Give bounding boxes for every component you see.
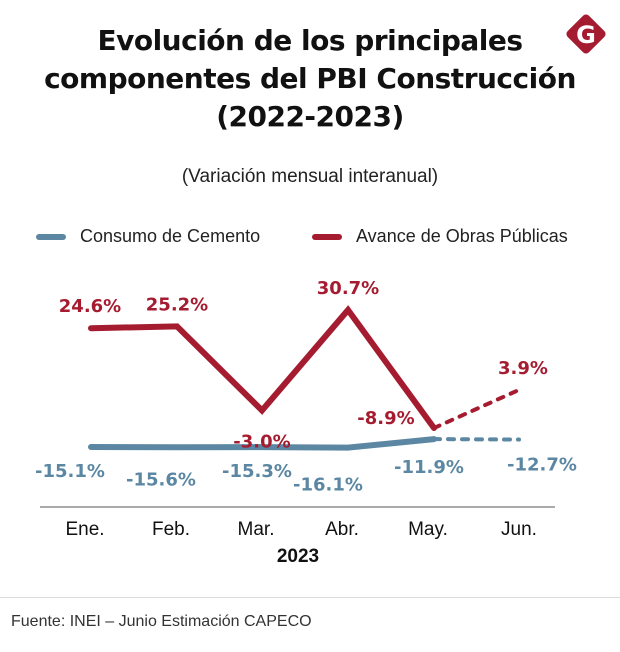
line-chart: -15.1% -15.6% -15.3%-16.1% -11.9% -12.7% 24.6… — [35, 278, 577, 567]
data-label-obras: 25.2% — [146, 294, 208, 315]
title-line-2: componentes del PBI Construcción — [44, 62, 576, 95]
data-label-cemento: -15.1% — [35, 461, 105, 482]
data-label-obras: 3.9% — [498, 358, 548, 379]
legend-label-obras: Avance de Obras Públicas — [356, 226, 568, 246]
title-line-1: Evolución de los principales — [97, 24, 523, 57]
data-label-cemento: -11.9% — [394, 457, 464, 478]
legend: Consumo de Cemento Avance de Obras Públi… — [0, 226, 620, 256]
title-line-3: (2022-2023) — [216, 100, 404, 133]
legend-item-cemento: Consumo de Cemento — [36, 226, 260, 247]
series-projection-obras — [432, 387, 521, 431]
x-axis-label: 2023 — [277, 546, 319, 567]
x-tick-label: May. — [408, 519, 448, 540]
x-tick-label: Abr. — [325, 519, 359, 540]
data-label-layer: -15.1% -15.6% -15.3%-16.1% -11.9% -12.7% 24.6… — [35, 278, 577, 496]
data-label-cemento: -16.1% — [293, 475, 363, 496]
source-note: Fuente: INEI – Junio Estimación CAPECO — [11, 613, 312, 630]
chart-subtitle: (Variación mensual interanual) — [181, 166, 439, 187]
legend-swatch-obras — [312, 233, 342, 240]
g-diamond-logo-icon: G — [566, 14, 606, 54]
footer-divider — [0, 597, 620, 598]
data-label-obras: 24.6% — [59, 296, 121, 317]
x-tick-label: Ene. — [65, 519, 104, 540]
data-label-obras: -8.9% — [357, 408, 414, 429]
legend-swatch-cemento — [36, 233, 66, 240]
x-tick-label: Mar. — [238, 519, 275, 540]
series-layer — [88, 305, 521, 451]
x-tick-label: Feb. — [152, 519, 190, 540]
logo-letter: G — [576, 21, 596, 49]
data-label-cemento: -15.6% — [126, 469, 196, 490]
x-tick-layer: Ene. Feb. Mar. Abr. May. Jun. — [65, 519, 537, 540]
legend-item-obras: Avance de Obras Públicas — [312, 226, 568, 247]
data-label-cemento: -12.7% — [507, 455, 577, 476]
x-tick-label: Jun. — [501, 519, 537, 540]
data-label-obras: 30.7% — [317, 278, 379, 299]
chart-title: Evolución de los principales componentes… — [0, 22, 620, 136]
data-label-cemento: -15.3% — [222, 461, 292, 482]
data-label-obras: -3.0% — [233, 431, 290, 452]
legend-label-cemento: Consumo de Cemento — [80, 226, 261, 246]
